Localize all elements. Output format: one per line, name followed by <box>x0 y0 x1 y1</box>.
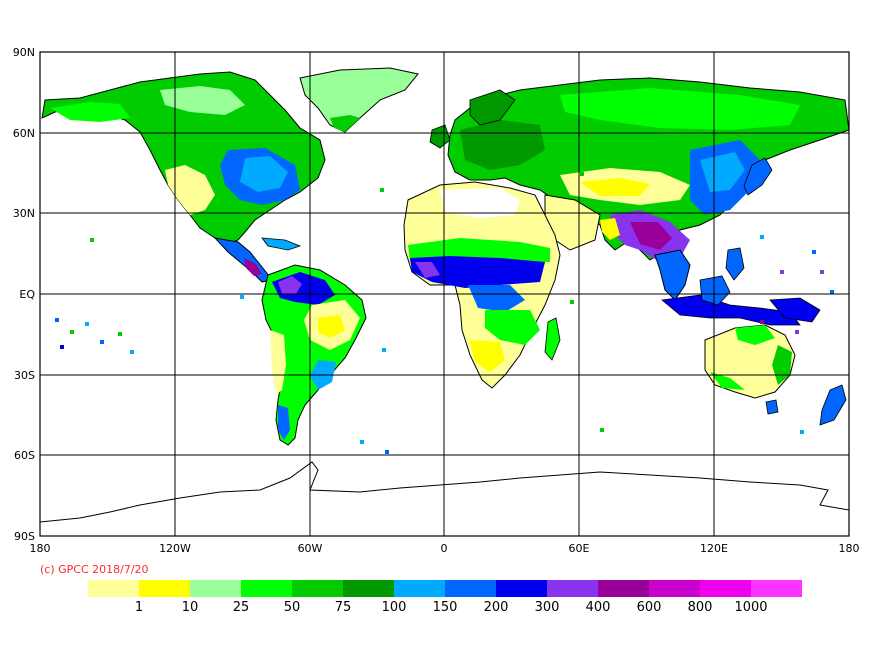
legend-swatch <box>598 580 649 597</box>
new-zealand <box>819 384 847 426</box>
congo-wet <box>468 285 525 312</box>
new-guinea <box>769 297 821 323</box>
map-grid <box>40 52 849 536</box>
legend-color-bar <box>88 580 802 597</box>
north-america-east-wet-light <box>240 156 288 192</box>
legend-swatch <box>445 580 496 597</box>
lat-tick-30n: 30N <box>13 207 35 220</box>
legend-label: 1 <box>135 600 143 615</box>
legend-label: 600 <box>637 600 662 615</box>
australia-south <box>710 372 745 390</box>
legend-swatch <box>139 580 190 597</box>
caribbean-islands <box>261 237 302 251</box>
lon-tick-120w: 120W <box>159 542 191 555</box>
legend-label: 800 <box>688 600 713 615</box>
legend-swatch <box>190 580 241 597</box>
philippines <box>725 247 745 281</box>
legend-label: 10 <box>182 600 199 615</box>
legend-swatch <box>343 580 394 597</box>
legend-label: 1000 <box>734 600 767 615</box>
siberia-light <box>560 88 800 130</box>
scandinavia <box>469 89 516 126</box>
legend-swatch <box>496 580 547 597</box>
lon-tick-120e: 120E <box>700 542 728 555</box>
southern-africa-green <box>485 310 540 345</box>
legend-swatch <box>241 580 292 597</box>
legend-swatch <box>394 580 445 597</box>
madagascar <box>544 317 561 361</box>
legend-label: 75 <box>335 600 352 615</box>
lat-tick-90n: 90N <box>13 46 35 59</box>
canada-light <box>160 86 245 115</box>
andes-dry <box>270 330 286 395</box>
uk-islands <box>429 124 451 149</box>
lat-tick-60n: 60N <box>13 127 35 140</box>
legend-label: 400 <box>586 600 611 615</box>
latitude-labels: 90N 60N 30N EQ 30S 60S 90S <box>13 46 36 543</box>
japan <box>743 157 773 196</box>
borneo <box>699 275 731 306</box>
legend-label: 150 <box>433 600 458 615</box>
legend-label: 50 <box>284 600 301 615</box>
island-dots <box>55 172 834 454</box>
legend-swatch <box>751 580 802 597</box>
alaska-light <box>50 102 130 122</box>
australia-north <box>735 325 775 345</box>
lon-tick-180e: 180 <box>839 542 860 555</box>
sahara-white <box>440 188 520 218</box>
lon-tick-60w: 60W <box>298 542 323 555</box>
greenland-land <box>299 67 419 133</box>
central-asia-yellow <box>580 178 650 196</box>
southeast-asia <box>654 249 691 301</box>
lon-tick-0: 0 <box>441 542 448 555</box>
kalahari-dry <box>470 340 505 372</box>
lon-tick-60e: 60E <box>569 542 590 555</box>
north-america-west-dry <box>165 165 215 215</box>
legend-swatch <box>547 580 598 597</box>
patagonia-wet <box>278 405 290 440</box>
india-heavy <box>630 222 672 250</box>
lat-tick-eq: EQ <box>19 288 35 301</box>
amazon-very-heavy <box>278 276 302 294</box>
tasmania <box>765 399 779 415</box>
legend-swatch <box>700 580 751 597</box>
brazil-yellow <box>318 315 345 338</box>
legend-label: 25 <box>233 600 250 615</box>
lon-tick-180w: 180 <box>30 542 51 555</box>
longitude-labels: 180 120W 60W 0 60E 120E 180 <box>30 542 860 555</box>
central-africa-heavy <box>415 262 440 278</box>
greenland-coast <box>330 115 360 132</box>
legend-label: 300 <box>535 600 560 615</box>
precipitation-field <box>40 67 849 536</box>
legend-swatch <box>292 580 343 597</box>
india-west-dry <box>600 218 620 240</box>
legend-label: 100 <box>382 600 407 615</box>
legend-swatch <box>649 580 700 597</box>
copyright-text: (c) GPCC 2018/7/20 <box>40 563 149 576</box>
legend-swatch <box>88 580 139 597</box>
lat-tick-60s: 60S <box>14 449 35 462</box>
east-asia-light <box>700 152 745 192</box>
central-america-heavy <box>244 258 262 276</box>
legend-labels: 1 10 25 50 75 100 150 200 300 400 600 800 1000 <box>135 600 768 615</box>
map-frame <box>39 51 850 537</box>
lat-tick-90s: 90S <box>14 530 35 543</box>
lat-tick-30s: 30S <box>14 369 35 382</box>
legend-label: 200 <box>484 600 509 615</box>
